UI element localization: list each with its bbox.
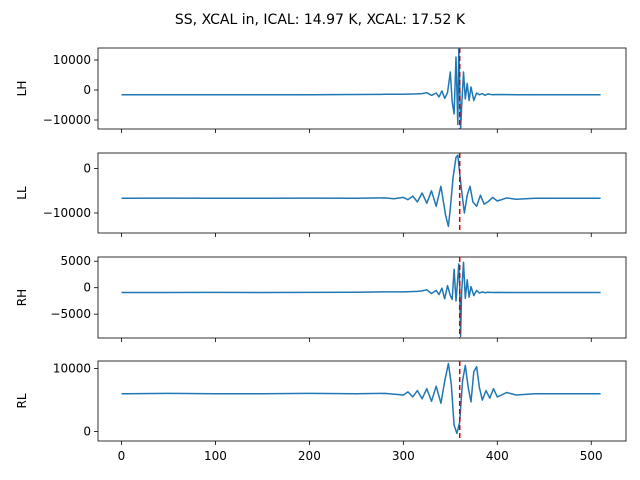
y-axis-label: RH [15,289,29,306]
x-tick-label: 400 [486,449,509,463]
y-axis-label: RL [15,393,29,408]
plot-frame [97,47,627,130]
y-tick-label: −5000 [50,307,91,321]
x-tick-label: 200 [298,449,321,463]
series-line [121,261,601,338]
plot-frame [97,360,627,442]
x-tick-label: 100 [204,449,227,463]
y-tick-label: 0 [83,425,91,439]
series-line [121,154,601,228]
chart-title: SS, XCAL in, ICAL: 14.97 K, XCAL: 17.52 … [175,12,466,28]
y-tick-label: 0 [83,83,91,97]
x-tick-label: 0 [118,449,126,463]
y-tick-label: 10000 [53,53,91,67]
y-tick-label: 10000 [53,362,91,376]
y-tick-label: 0 [83,162,91,176]
x-tick-label: 500 [580,449,603,463]
y-tick-label: −10000 [43,206,91,220]
panel-ll: 0 −10000 LL [15,152,627,237]
y-tick-label: −10000 [43,113,91,127]
x-tick-label: 300 [392,449,415,463]
series-line [121,47,601,130]
y-axis-label: LL [15,186,29,200]
plot-frame [97,152,627,234]
y-tick-label: 5000 [60,254,91,268]
panel-rl: 10000 0 RL 0 100 200 300 400 500 [15,360,627,463]
y-tick-label: 0 [83,281,91,295]
subplots: 100000−10000LH0−10000LL50000−5000RH10000… [15,47,627,463]
panel-lh: 10000 0 −10000 LH [15,47,627,133]
panel-rh: 5000 0 −5000 RH [15,254,627,342]
series-line [121,362,601,435]
y-axis-label: LH [15,81,29,97]
plot-frame [97,256,627,339]
